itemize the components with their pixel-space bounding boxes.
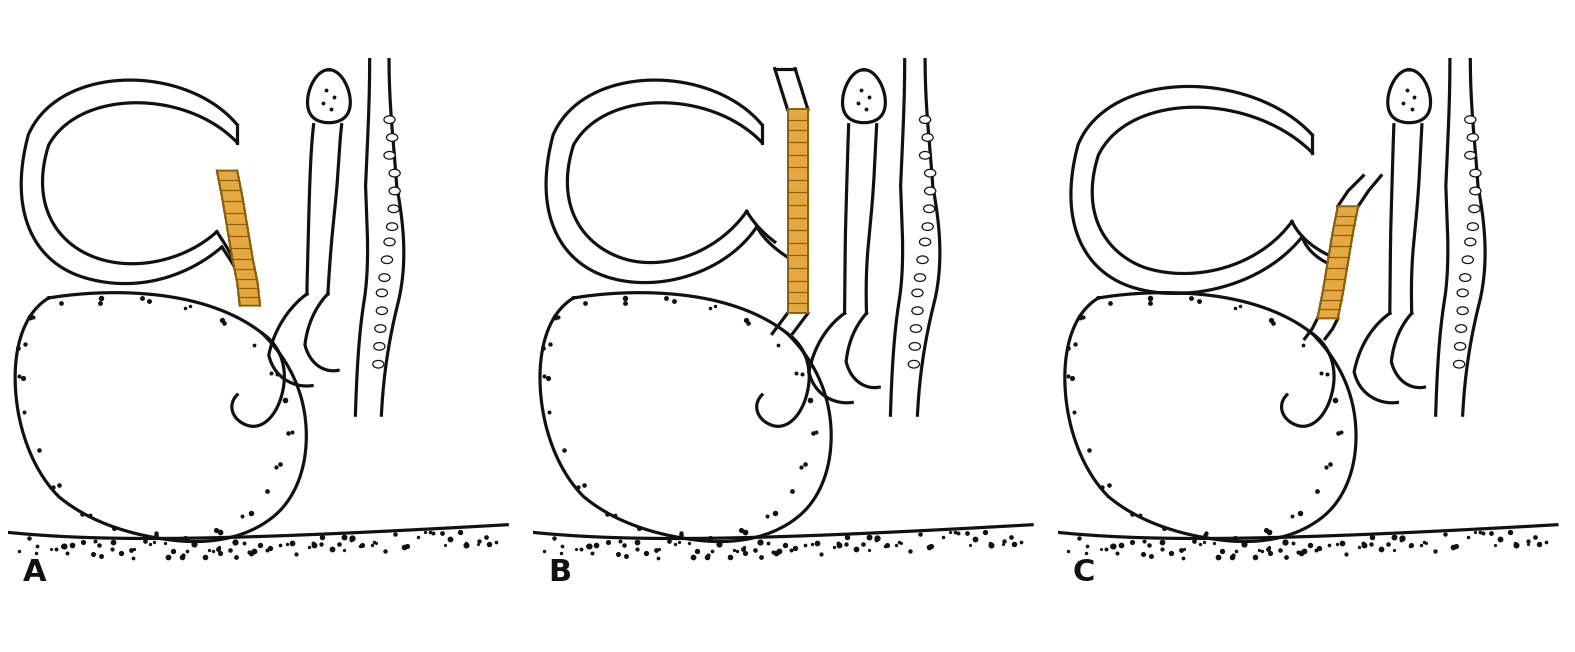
Ellipse shape — [387, 205, 398, 213]
Ellipse shape — [373, 361, 384, 368]
Ellipse shape — [1454, 342, 1466, 350]
Ellipse shape — [384, 238, 395, 246]
Ellipse shape — [1469, 205, 1480, 213]
Ellipse shape — [381, 256, 392, 263]
Text: A: A — [24, 557, 47, 587]
Ellipse shape — [1454, 361, 1465, 368]
Ellipse shape — [1460, 274, 1471, 282]
Ellipse shape — [920, 151, 931, 159]
Ellipse shape — [920, 116, 931, 123]
Ellipse shape — [1465, 238, 1476, 246]
Ellipse shape — [1468, 134, 1479, 141]
Ellipse shape — [925, 170, 936, 177]
Text: C: C — [1073, 557, 1095, 587]
Ellipse shape — [389, 187, 400, 195]
Ellipse shape — [917, 256, 928, 263]
Ellipse shape — [384, 116, 395, 123]
Ellipse shape — [912, 289, 923, 297]
Polygon shape — [1317, 206, 1358, 318]
Ellipse shape — [1462, 256, 1473, 263]
Ellipse shape — [384, 151, 395, 159]
Ellipse shape — [1465, 151, 1476, 159]
Ellipse shape — [910, 325, 921, 333]
Ellipse shape — [386, 134, 398, 141]
Ellipse shape — [386, 223, 398, 230]
Ellipse shape — [1457, 289, 1468, 297]
Ellipse shape — [1457, 307, 1468, 314]
Ellipse shape — [376, 289, 387, 297]
Ellipse shape — [376, 307, 387, 314]
Ellipse shape — [1469, 187, 1480, 195]
Ellipse shape — [921, 223, 934, 230]
Ellipse shape — [375, 325, 386, 333]
Ellipse shape — [373, 342, 384, 350]
Ellipse shape — [909, 361, 920, 368]
Ellipse shape — [1469, 170, 1480, 177]
Ellipse shape — [925, 187, 936, 195]
Polygon shape — [217, 171, 260, 306]
Ellipse shape — [912, 307, 923, 314]
Ellipse shape — [1465, 116, 1476, 123]
Ellipse shape — [915, 274, 926, 282]
Ellipse shape — [920, 238, 931, 246]
Text: B: B — [548, 557, 572, 587]
Ellipse shape — [1468, 223, 1479, 230]
Ellipse shape — [921, 134, 934, 141]
Polygon shape — [788, 110, 808, 313]
Ellipse shape — [1455, 325, 1466, 333]
Ellipse shape — [909, 342, 920, 350]
Ellipse shape — [923, 205, 934, 213]
Ellipse shape — [389, 170, 400, 177]
Ellipse shape — [380, 274, 391, 282]
